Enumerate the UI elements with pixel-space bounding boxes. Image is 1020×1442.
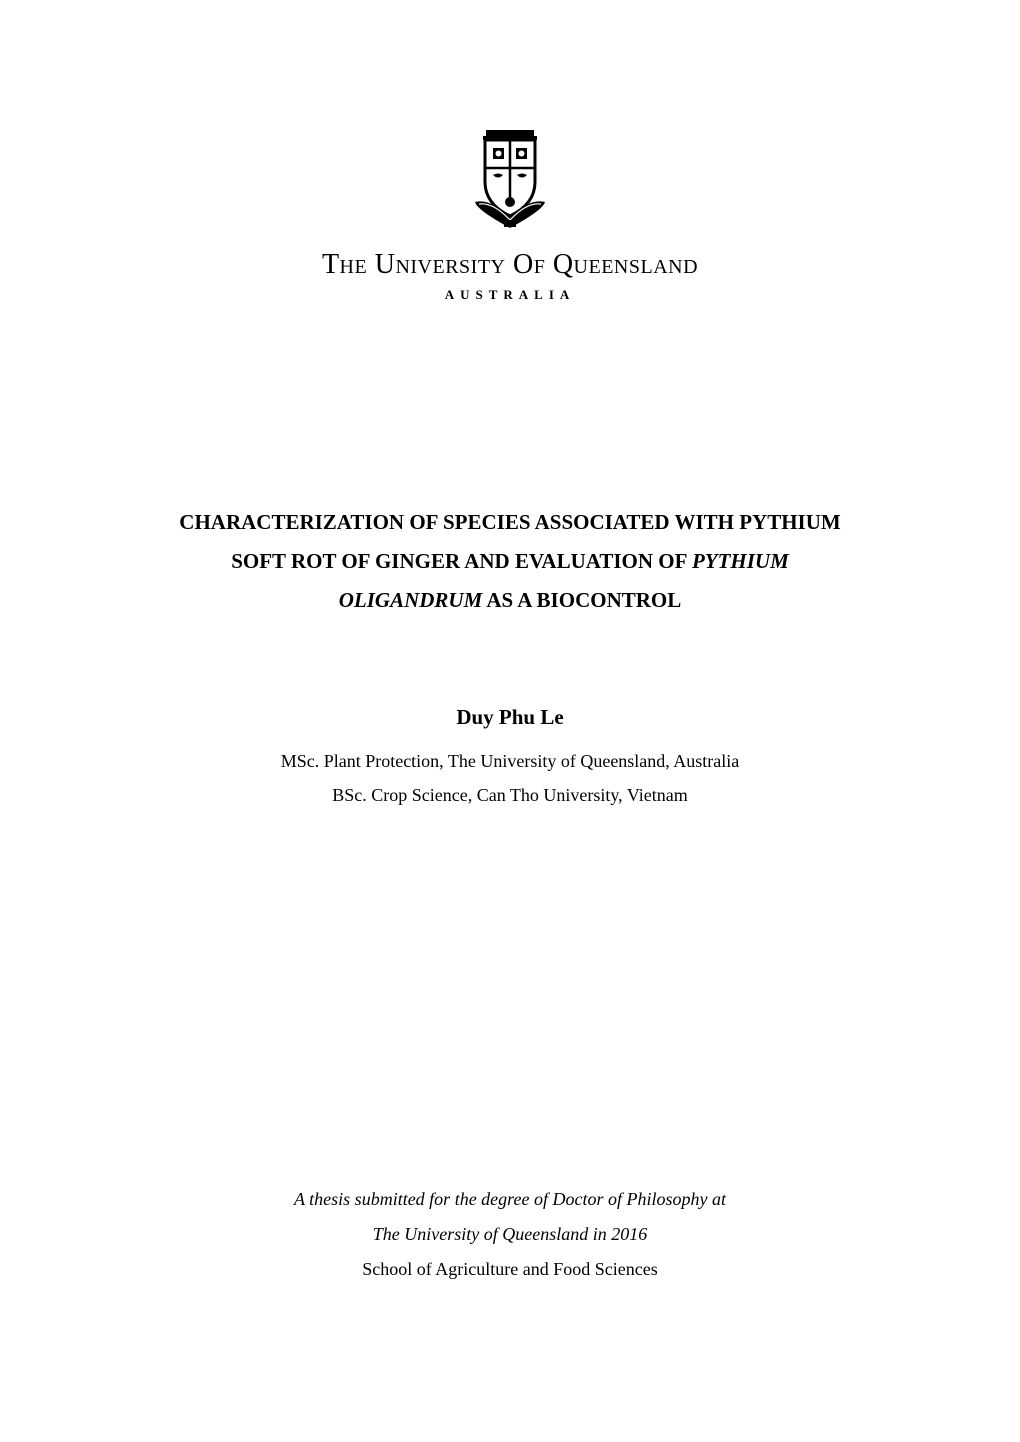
logo-section: The University Of Queensland AUSTRALIA	[120, 130, 900, 303]
title-line-3-italic: OLIGANDRUM	[339, 588, 483, 612]
thesis-title: CHARACTERIZATION OF SPECIES ASSOCIATED W…	[120, 503, 900, 620]
title-line-1: CHARACTERIZATION OF SPECIES ASSOCIATED W…	[120, 503, 900, 542]
submission-school: School of Agriculture and Food Sciences	[120, 1252, 900, 1287]
author-section: Duy Phu Le MSc. Plant Protection, The Un…	[120, 705, 900, 812]
submission-line-1: A thesis submitted for the degree of Doc…	[120, 1182, 900, 1217]
title-line-3: OLIGANDRUM AS A BIOCONTROL	[120, 581, 900, 620]
university-crest-icon	[471, 130, 549, 237]
university-name: The University Of Queensland	[120, 249, 900, 281]
university-country: AUSTRALIA	[120, 287, 900, 303]
submission-line-2: The University of Queensland in 2016	[120, 1217, 900, 1252]
title-line-2: SOFT ROT OF GINGER AND EVALUATION OF PYT…	[120, 542, 900, 581]
author-credential-2: BSc. Crop Science, Can Tho University, V…	[120, 778, 900, 812]
title-line-3-plain: AS A BIOCONTROL	[482, 588, 681, 612]
author-name: Duy Phu Le	[120, 705, 900, 730]
title-line-2-plain: SOFT ROT OF GINGER AND EVALUATION OF	[231, 549, 692, 573]
author-credential-1: MSc. Plant Protection, The University of…	[120, 744, 900, 778]
title-line-2-italic: PYTHIUM	[692, 549, 789, 573]
submission-section: A thesis submitted for the degree of Doc…	[120, 1182, 900, 1287]
